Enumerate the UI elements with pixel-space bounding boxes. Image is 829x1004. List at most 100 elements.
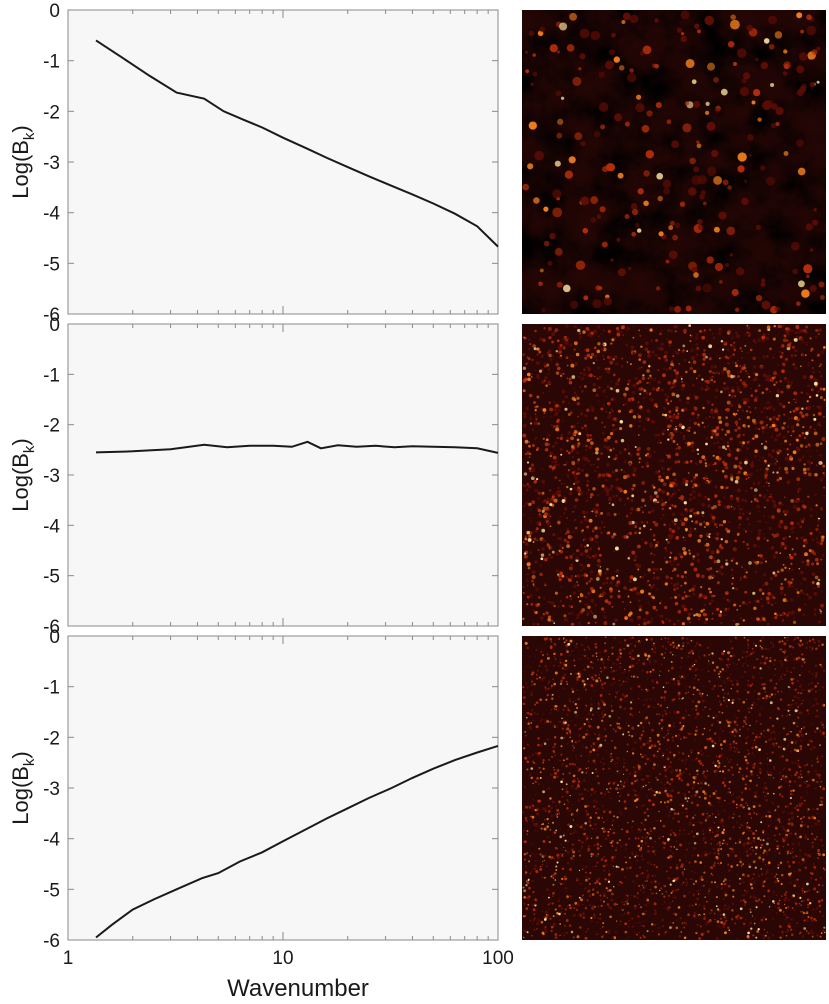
texture-speckle [620, 330, 623, 334]
texture-speckle [752, 364, 757, 369]
texture-speckle [817, 578, 821, 582]
texture-speckle [793, 398, 795, 401]
texture-speckle [720, 565, 724, 569]
texture-speckle [616, 329, 621, 334]
texture-speckle [763, 536, 767, 541]
texture-speckle [546, 656, 550, 660]
texture-speckle [665, 712, 668, 715]
texture-speckle [533, 703, 537, 706]
texture-speckle [669, 551, 673, 555]
texture-speckle [662, 482, 667, 487]
texture-speckle [757, 898, 761, 901]
texture-speckle [732, 587, 735, 590]
texture-speckle [723, 777, 726, 780]
texture-speckle [811, 722, 813, 725]
texture-speckle [590, 599, 595, 603]
texture-speckle [643, 935, 646, 939]
texture-speckle [603, 621, 608, 626]
texture-speckle [770, 435, 774, 439]
texture-speckle [711, 612, 714, 615]
texture-speckle [631, 231, 637, 237]
texture-speckle [797, 885, 800, 888]
texture-speckle [758, 545, 760, 548]
texture-speckle [792, 699, 794, 702]
texture-speckle [784, 918, 787, 921]
texture-speckle [666, 119, 672, 125]
texture-speckle [604, 713, 607, 716]
texture-speckle [762, 934, 765, 937]
texture-speckle [799, 748, 803, 751]
texture-speckle [716, 581, 720, 585]
texture-speckle [798, 413, 802, 416]
texture-speckle [683, 736, 686, 739]
texture-speckle [568, 566, 573, 571]
texture-speckle [563, 482, 565, 485]
texture-speckle [727, 724, 731, 728]
texture-speckle [685, 305, 692, 312]
texture-speckle [654, 522, 659, 527]
texture-speckle [570, 563, 574, 567]
texture-speckle [694, 814, 696, 817]
texture-speckle [670, 563, 674, 566]
texture-speckle [608, 693, 611, 696]
texture-speckle [551, 697, 554, 700]
texture-speckle [525, 734, 527, 737]
texture-speckle [580, 848, 583, 850]
texture-speckle [557, 709, 560, 712]
texture-speckle [607, 329, 611, 334]
texture-speckle [710, 436, 713, 439]
texture-speckle [700, 190, 706, 196]
texture-speckle [562, 495, 566, 498]
texture-speckle [690, 608, 693, 611]
texture-speckle [666, 637, 670, 641]
texture-speckle [528, 456, 531, 459]
texture-speckle [613, 56, 620, 63]
texture-speckle [558, 578, 562, 582]
texture-speckle [540, 827, 543, 830]
texture-speckle [537, 548, 540, 552]
texture-speckle [803, 603, 807, 606]
texture-speckle [812, 444, 815, 447]
texture-speckle [628, 678, 630, 681]
texture-speckle [598, 514, 601, 517]
texture-speckle [795, 446, 799, 450]
texture-speckle [586, 408, 590, 412]
texture-speckle [554, 658, 557, 660]
y-axis-label-middle: Log(Bk) [8, 438, 38, 512]
texture-speckle [533, 917, 536, 920]
texture-speckle [623, 448, 627, 451]
texture-speckle [755, 859, 757, 861]
texture-speckle [645, 716, 649, 720]
texture-speckle [590, 707, 593, 710]
texture-speckle [754, 389, 758, 393]
texture-speckle [672, 922, 675, 924]
texture-speckle [668, 535, 673, 540]
texture-speckle [769, 576, 774, 581]
texture-speckle [635, 467, 638, 470]
texture-speckle [790, 241, 800, 251]
texture-speckle [617, 784, 619, 786]
texture-speckle [547, 372, 550, 375]
texture-speckle [673, 518, 678, 522]
texture-speckle [783, 544, 788, 548]
texture-speckle [562, 709, 565, 712]
texture-speckle [694, 483, 698, 488]
texture-speckle [579, 520, 584, 524]
texture-speckle [739, 86, 750, 97]
texture-speckle [741, 441, 746, 445]
texture-speckle [658, 460, 661, 463]
texture-speckle [550, 423, 553, 427]
texture-speckle [634, 521, 638, 525]
texture-speckle [644, 574, 646, 576]
texture-speckle [587, 645, 590, 649]
texture-speckle [746, 415, 750, 420]
texture-speckle [550, 555, 554, 559]
texture-speckle [820, 703, 824, 706]
texture-speckle [567, 840, 570, 843]
texture-speckle [734, 636, 737, 639]
texture-speckle [768, 43, 775, 50]
texture-speckle [536, 623, 539, 626]
texture-speckle [750, 817, 753, 819]
texture-speckle [533, 475, 536, 478]
texture-speckle [753, 922, 756, 925]
